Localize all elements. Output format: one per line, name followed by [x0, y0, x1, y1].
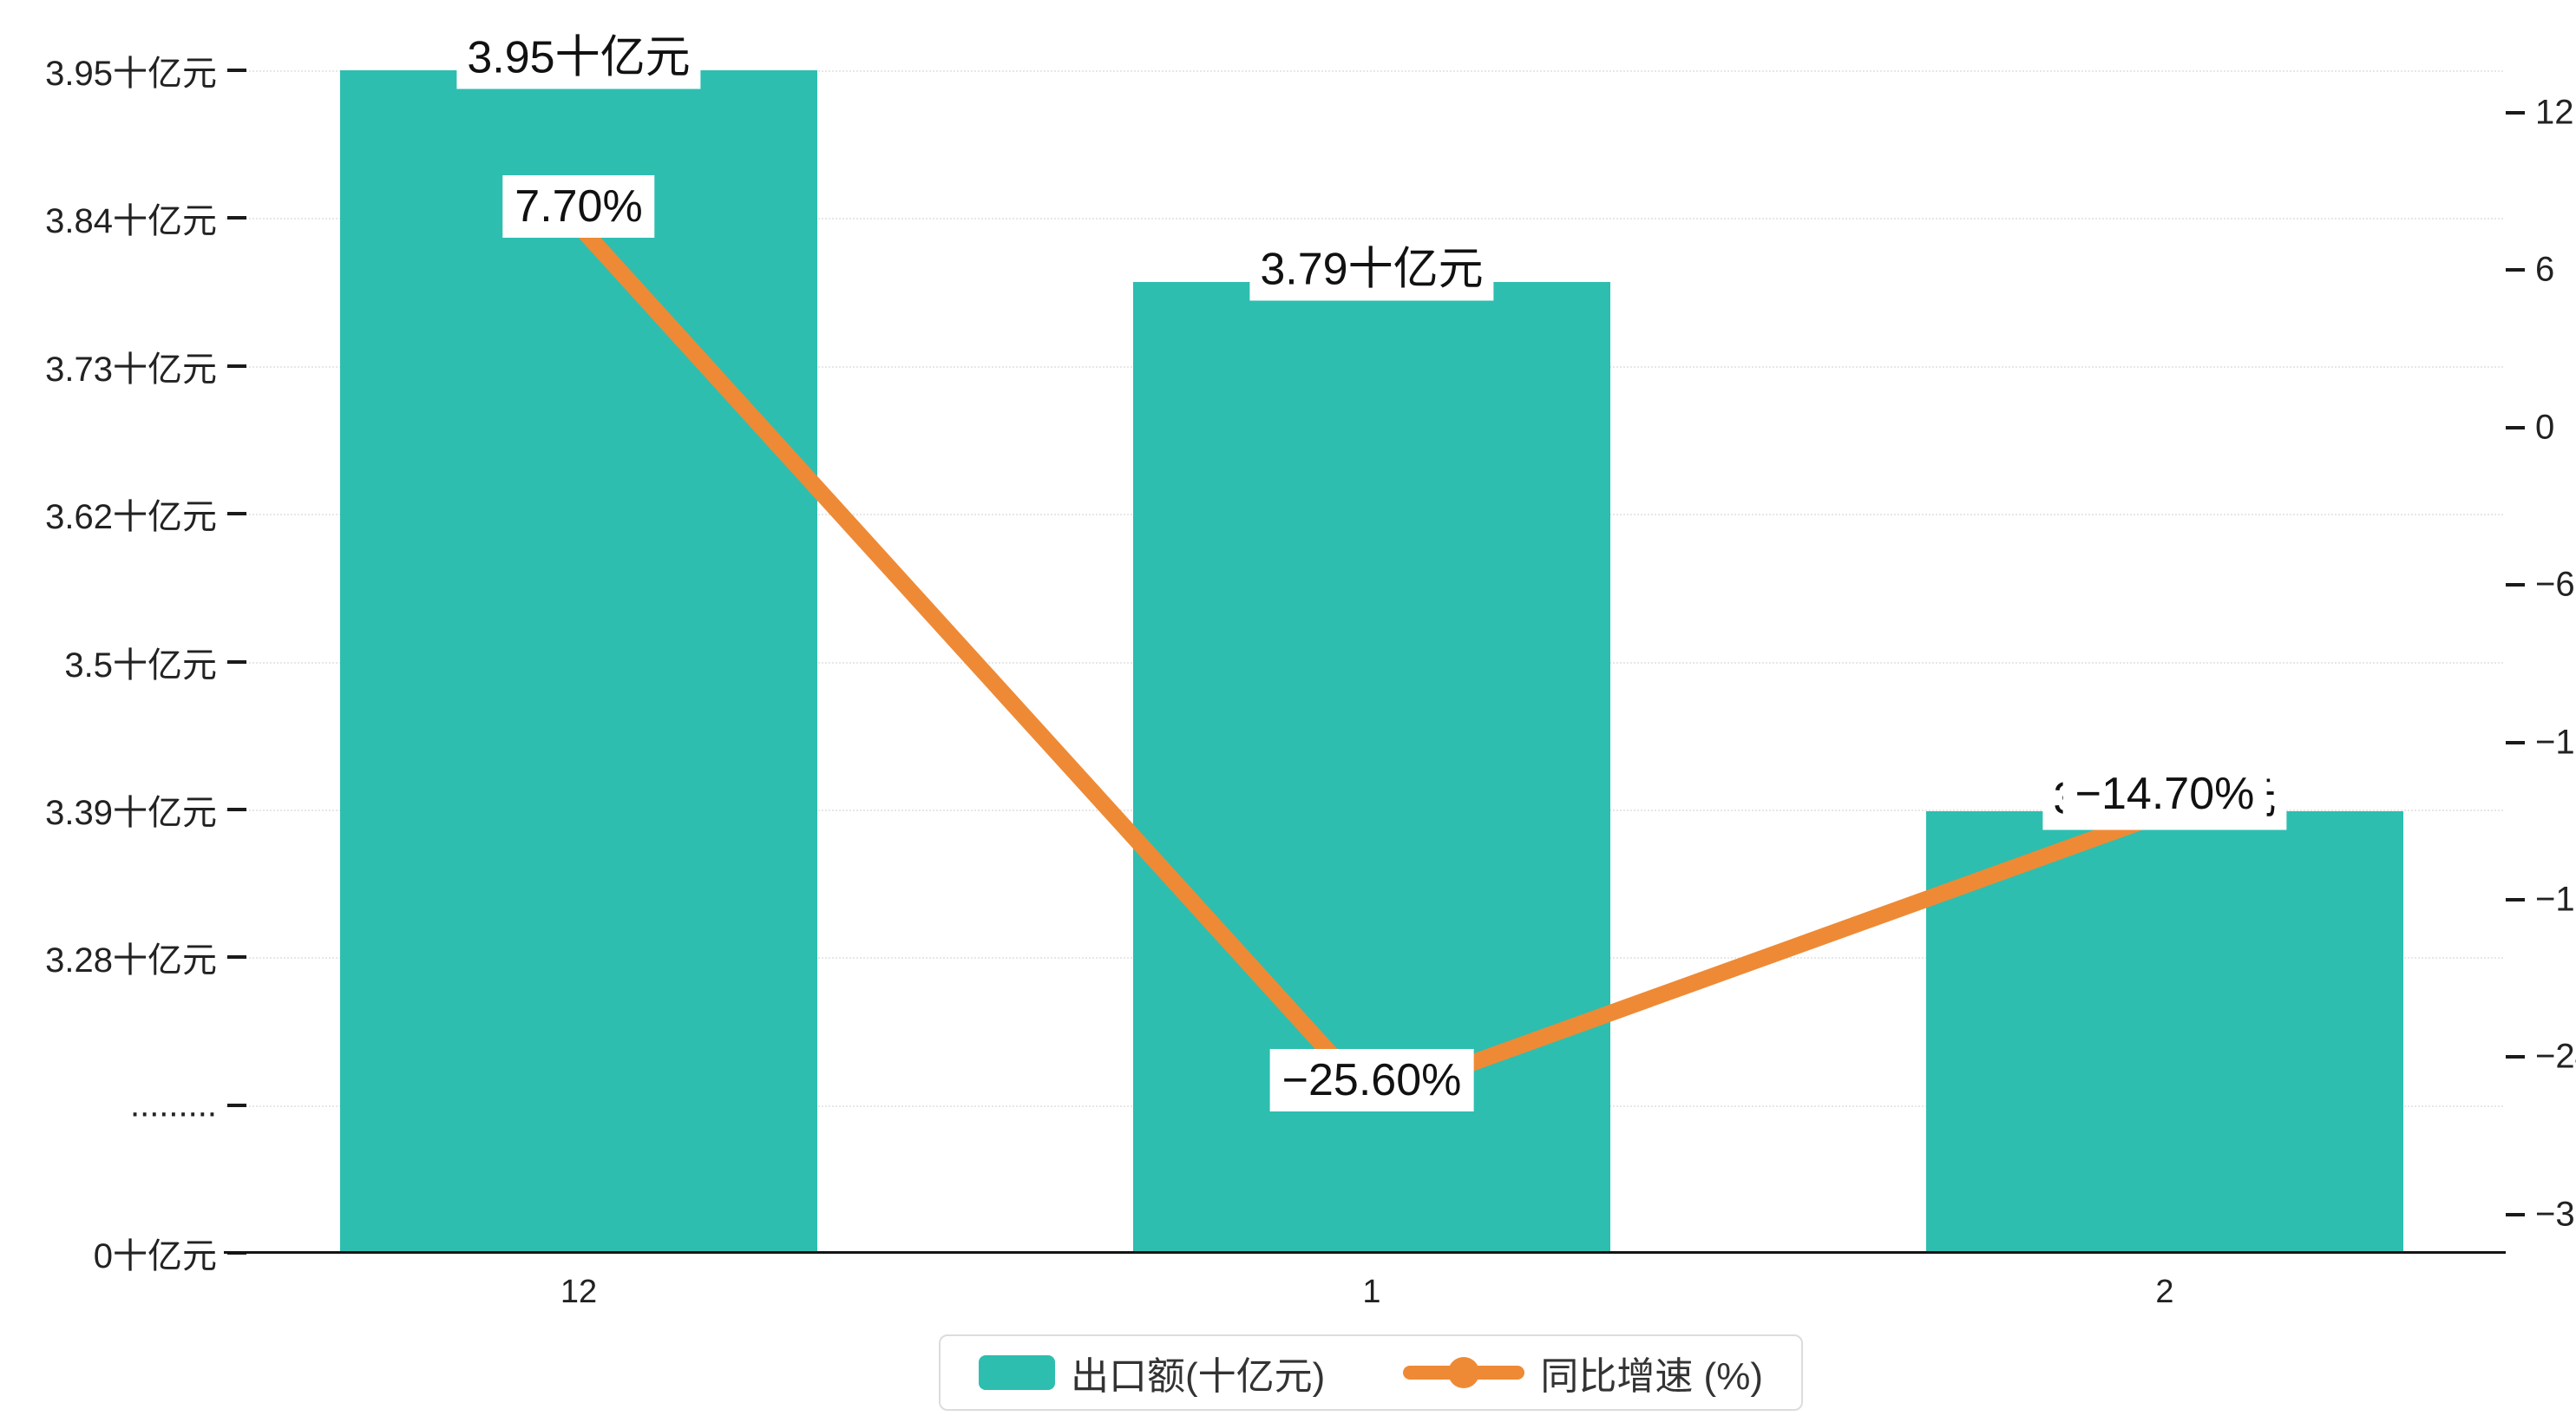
y-axis-left-tick-mark — [227, 364, 246, 368]
y-axis-left-tick-mark — [227, 69, 246, 72]
y-axis-right-tick-mark — [2506, 1212, 2525, 1216]
y-axis-right-tick-label: 6 — [2535, 250, 2555, 289]
y-axis-left-tick-mark — [227, 1103, 246, 1107]
x-axis-tick-label: 1 — [1362, 1274, 1381, 1310]
legend-label-export-value: 出口额(十亿元) — [1071, 1355, 1326, 1398]
y-axis-right-tick-label: 12 — [2535, 93, 2574, 132]
line-point-label: 7.70% — [502, 175, 655, 238]
y-axis-left-tick-mark — [227, 659, 246, 664]
y-axis-right-tick-label: −24 — [2535, 1037, 2576, 1076]
y-axis-left-tick-label: 3.28十亿元 — [45, 941, 217, 980]
y-axis-right-tick-label: 0 — [2535, 408, 2555, 447]
y-axis-left-tick-mark — [227, 955, 246, 960]
legend-bar-swatch-icon — [979, 1355, 1056, 1390]
y-axis-right-tick-mark — [2506, 583, 2525, 587]
y-axis-left-tick-label: 0十亿元 — [93, 1237, 217, 1275]
legend-dot-icon — [1448, 1357, 1480, 1388]
bar-12[interactable] — [340, 70, 817, 1253]
y-axis-left-tick-label: 3.73十亿元 — [45, 350, 217, 389]
y-axis-left-tick-mark — [227, 512, 246, 516]
y-axis-right-tick-mark — [2506, 268, 2525, 272]
y-axis-right-tick-mark — [2506, 740, 2525, 744]
y-axis-right-tick-label: −18 — [2535, 880, 2576, 919]
y-axis-left-tick-label: 3.39十亿元 — [45, 793, 217, 832]
y-axis-right-tick-label: −12 — [2535, 723, 2576, 762]
legend-item-export-value[interactable]: 出口额(十亿元) — [979, 1345, 1325, 1400]
legend: 出口额(十亿元) 同比增速 (%) — [939, 1334, 1803, 1411]
bar-2[interactable] — [1926, 811, 2403, 1253]
gridline — [226, 218, 2503, 220]
growth-line[interactable] — [570, 217, 2173, 1108]
y-axis-right-tick-mark — [2506, 1055, 2525, 1059]
y-axis-left-tick-label: ......... — [129, 1085, 217, 1124]
bar-value-label: 3.79十亿元 — [1249, 228, 1494, 301]
x-axis-tick-label: 12 — [560, 1274, 598, 1310]
y-axis-left-tick-label: 3.5十亿元 — [64, 646, 217, 685]
y-axis-left-tick-label: 3.84十亿元 — [45, 202, 217, 241]
legend-label-yoy-growth: 同比增速 (%) — [1540, 1355, 1763, 1398]
y-axis-right-tick-label: −30 — [2535, 1195, 2576, 1234]
y-axis-right-tick-mark — [2506, 898, 2525, 901]
x-axis-tick-label: 2 — [2155, 1274, 2174, 1310]
y-axis-left-tick-mark — [227, 807, 246, 811]
y-axis-right-tick-mark — [2506, 425, 2525, 429]
x-axis-line — [224, 1251, 2506, 1254]
y-axis-left-tick-mark — [227, 216, 246, 220]
line-point-label: −25.60% — [1269, 1048, 1474, 1111]
y-axis-right-tick-mark — [2506, 111, 2525, 115]
legend-item-yoy-growth[interactable]: 同比增速 (%) — [1403, 1345, 1763, 1400]
line-point-label: −14.70% — [2062, 763, 2267, 826]
legend-line-dot-icon — [1403, 1357, 1525, 1388]
y-axis-left-tick-label: 3.95十亿元 — [45, 55, 217, 93]
y-axis-right-tick-label: −6 — [2535, 565, 2575, 604]
gridline — [226, 70, 2503, 72]
y-axis-left-tick-label: 3.62十亿元 — [45, 498, 217, 537]
bar-value-label: 3.95十亿元 — [456, 16, 701, 89]
